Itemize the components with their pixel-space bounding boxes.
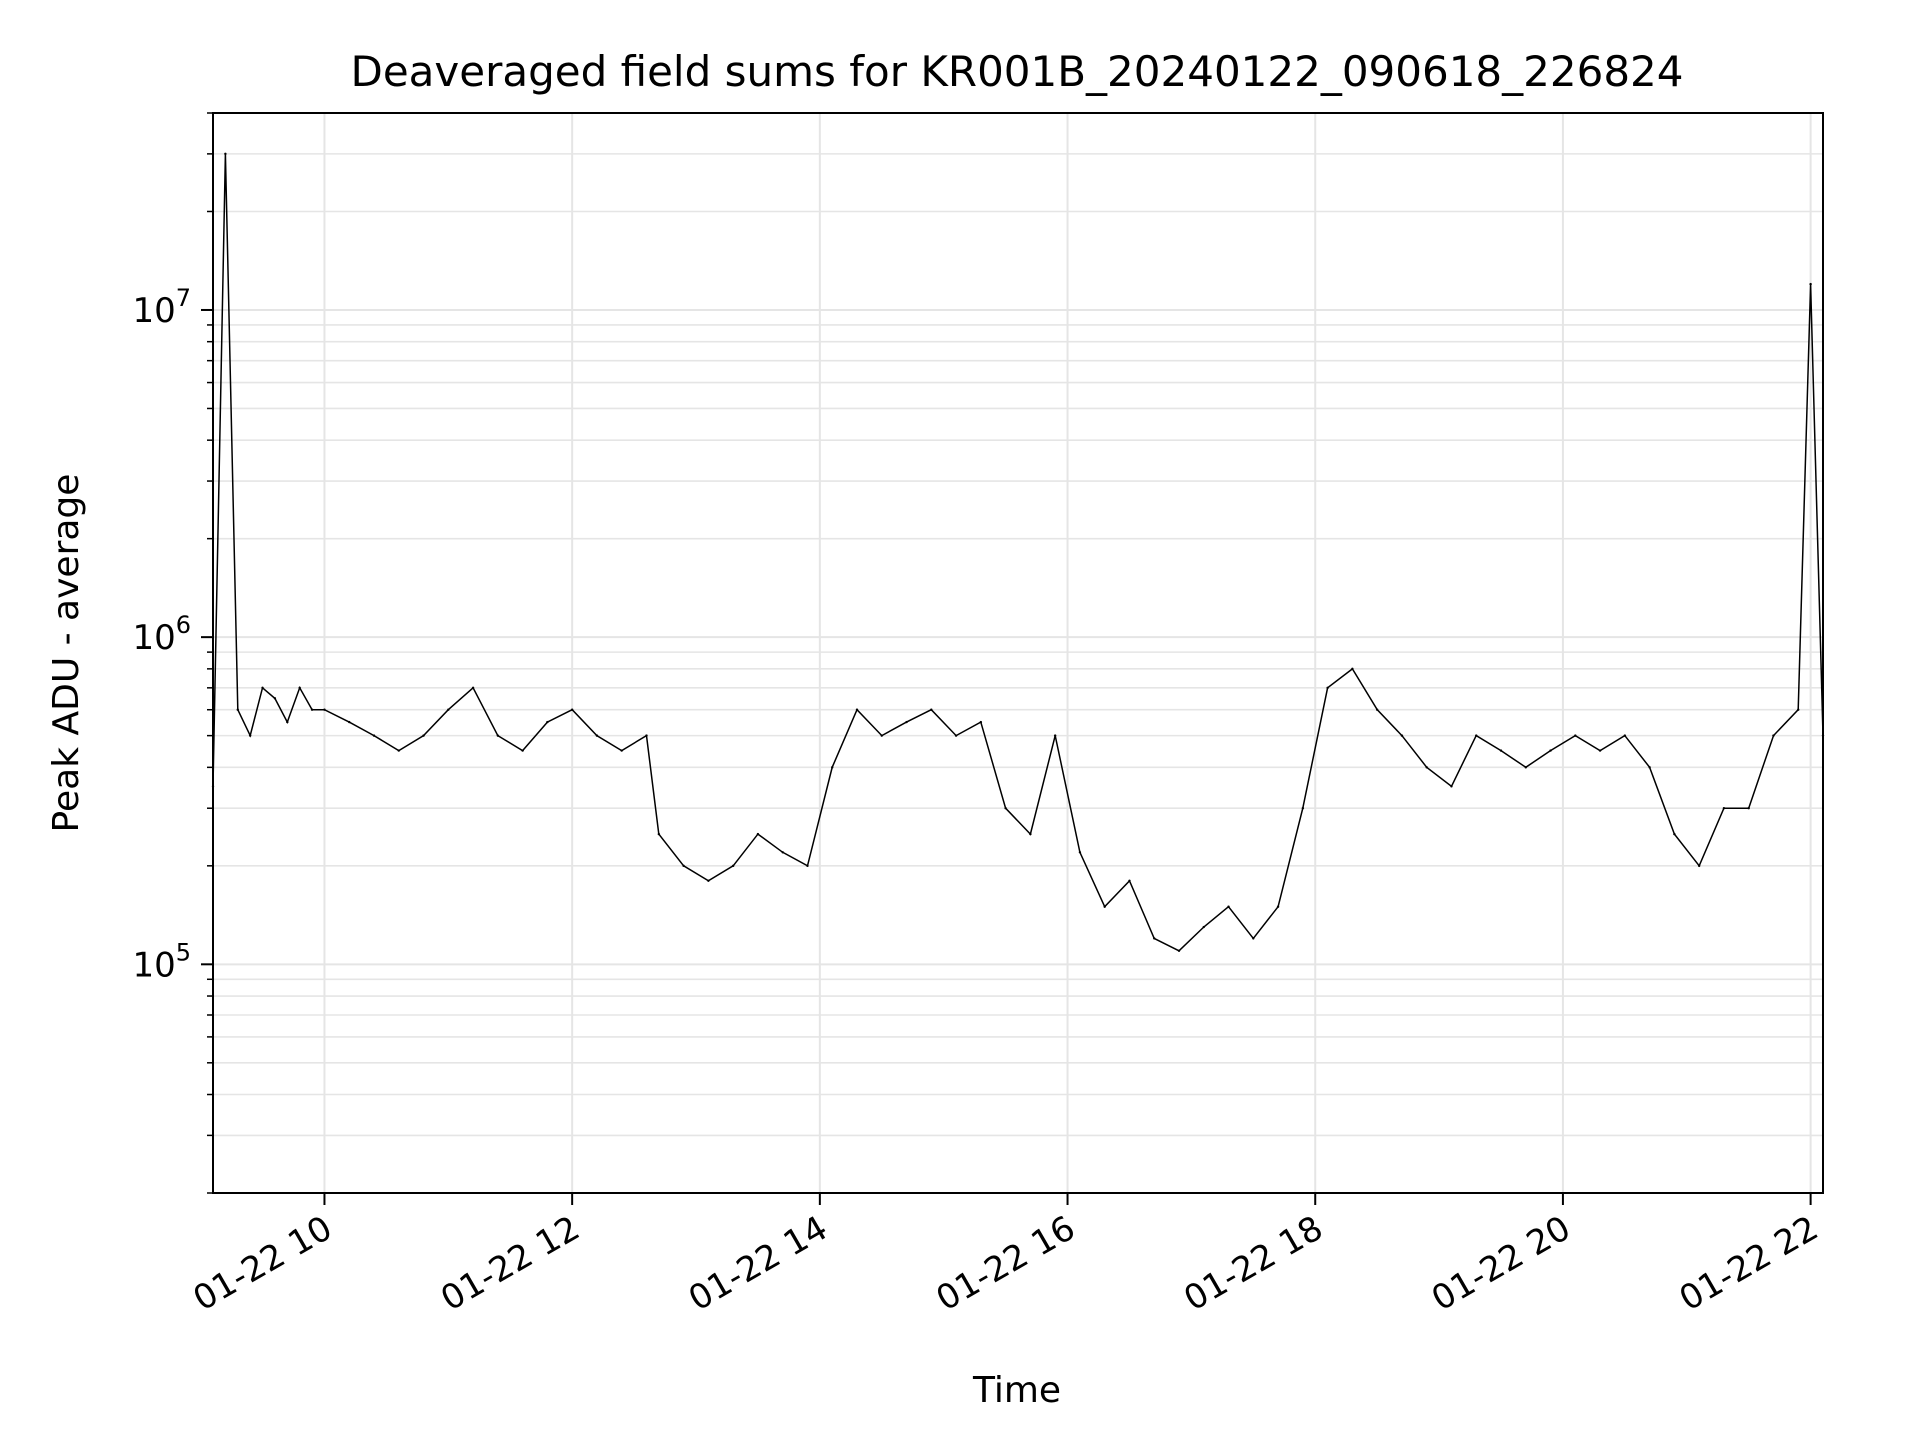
x-axis-label: Time [972,1370,1061,1411]
plot-frame [212,112,1824,1194]
y-tick-label: 105 [132,938,191,985]
series-line [212,153,1824,952]
series-layer [211,152,1825,952]
y-tick-label: 106 [132,611,191,658]
chart-title: Deaveraged field sums for KR001B_2024012… [351,47,1684,96]
y-axis-label: Peak ADU - average [46,474,87,833]
y-tick-label: 107 [132,284,191,331]
grid [213,112,1823,1194]
y-axis: 105 106 107 [132,112,213,1194]
